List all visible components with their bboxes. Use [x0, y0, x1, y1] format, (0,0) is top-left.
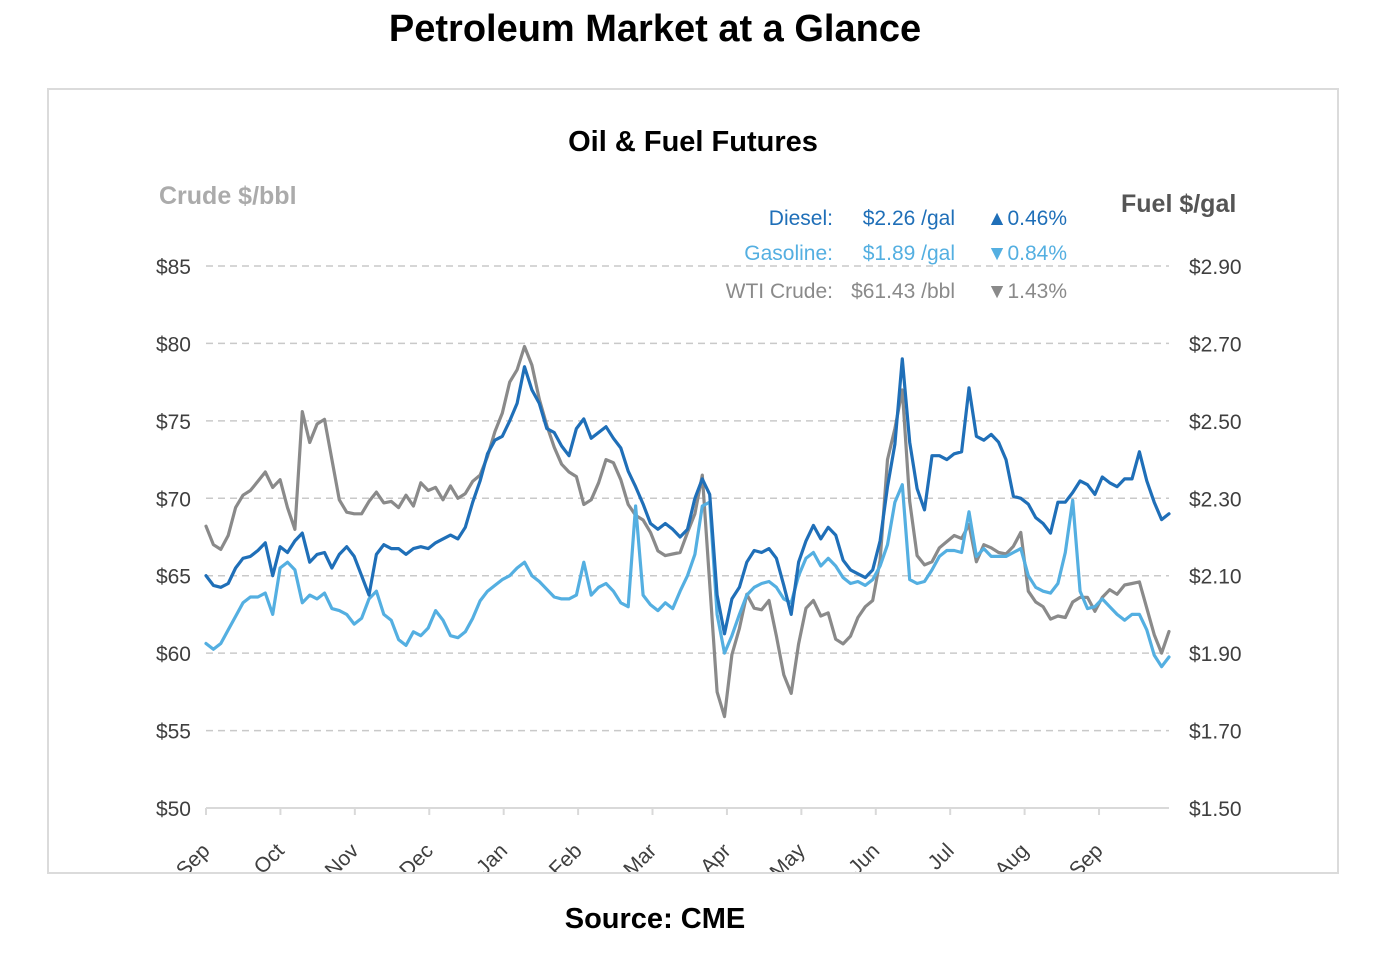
legend-change-gasoline: ▼0.84% [955, 241, 1067, 267]
x-axis-month-label: Mar [619, 839, 661, 872]
left-axis-title: Crude $/bbl [159, 182, 297, 210]
legend-row-wti: WTI Crude: $61.43 /bbl ▼1.43% [726, 279, 1067, 305]
legend-value-diesel: $2.26 /gal [862, 207, 955, 230]
x-axis-month-label: Sep [1065, 839, 1108, 872]
legend-pct-diesel: 0.46% [1007, 207, 1067, 230]
left-axis-tick-label: $75 [156, 411, 191, 434]
down-triangle-icon: ▼ [986, 242, 1008, 265]
legend-change-diesel: ▲0.46% [955, 206, 1067, 232]
x-axis-month-label: Jul [923, 839, 958, 872]
x-axis-month-label: Dec [395, 839, 438, 872]
legend-row-diesel: Diesel: $2.26 /gal ▲0.46% [769, 206, 1067, 232]
x-axis-month-label: Sep [172, 839, 215, 872]
right-axis-tick-label: $2.50 [1189, 411, 1242, 434]
x-axis-month-label: May [766, 839, 811, 872]
left-axis-tick-label: $50 [156, 798, 191, 821]
x-axis-month-label: Apr [696, 839, 735, 872]
right-axis-tick-label: $2.70 [1189, 333, 1242, 356]
up-triangle-icon: ▲ [986, 207, 1008, 230]
series-line-gasoline [204, 483, 1171, 669]
x-axis-month-label: Oct [250, 839, 289, 872]
legend-row-gasoline: Gasoline: $1.89 /gal ▼0.84% [744, 241, 1067, 267]
legend-label-gasoline: Gasoline: [744, 242, 833, 265]
left-axis-tick-label: $65 [156, 566, 191, 589]
page-title: Petroleum Market at a Glance [388, 8, 922, 50]
left-axis-tick-label: $80 [156, 333, 191, 356]
chart-panel: $85 $80 $75 $70 $65 $60 $55 $50 $2.90 $2.70 $2.50 $… [47, 88, 1339, 874]
plot-area: $85 $80 $75 $70 $65 $60 $55 $50 $2.90 $2.70 $2.50 $… [156, 256, 1242, 872]
legend-label-wti: WTI Crude: [725, 280, 833, 303]
left-axis-tick-label: $70 [156, 488, 191, 511]
left-axis-tick-label: $55 [156, 721, 191, 744]
right-axis-tick-label: $2.10 [1189, 566, 1242, 589]
source-note: Source: CME [564, 903, 746, 935]
left-axis-tick-label: $60 [156, 643, 191, 666]
left-axis-tick-label: $85 [156, 256, 191, 279]
legend-value-gasoline: $1.89 /gal [862, 242, 955, 265]
series-line-diesel [204, 357, 1171, 636]
right-axis-title: Fuel $/gal [1121, 190, 1237, 218]
right-axis-tick-label: $1.50 [1189, 798, 1242, 821]
legend-pct-wti: 1.43% [1007, 280, 1067, 303]
x-axis-month-label: Aug [990, 839, 1033, 872]
right-axis-tick-label: $1.70 [1189, 721, 1242, 744]
legend-value-wti: $61.43 /bbl [851, 280, 955, 303]
down-triangle-icon: ▼ [986, 280, 1008, 303]
right-axis-tick-label: $2.30 [1189, 488, 1242, 511]
legend-pct-gasoline: 0.84% [1007, 242, 1067, 265]
series-line-wti-crude [204, 344, 1171, 719]
x-axis-month-label: Nov [321, 839, 364, 872]
legend: Diesel: $2.26 /gal ▲0.46% Gasoline: $1.8… [49, 206, 1067, 305]
legend-label-diesel: Diesel: [768, 207, 833, 230]
x-axis-month-label: Feb [545, 839, 587, 872]
legend-change-wti: ▼1.43% [955, 279, 1067, 305]
x-axis-month-label: Jun [844, 839, 884, 872]
right-axis-tick-label: $1.90 [1189, 643, 1242, 666]
x-axis-month-label: Jan [472, 839, 512, 872]
right-axis-tick-label: $2.90 [1189, 256, 1242, 279]
chart-title: Oil & Fuel Futures [568, 126, 818, 158]
